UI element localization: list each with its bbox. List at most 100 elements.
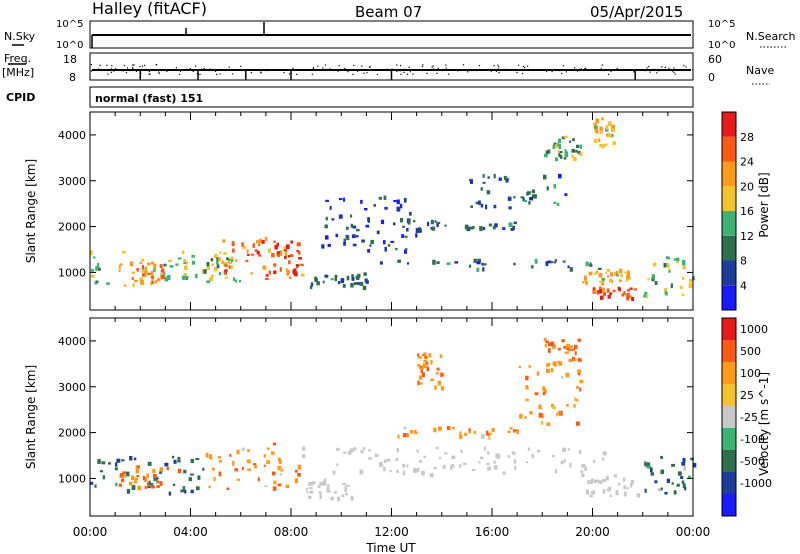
nave-dot: [526, 65, 529, 67]
range-cell: [550, 368, 554, 373]
nave-dot: [403, 71, 405, 73]
range-cell: [166, 275, 171, 280]
nave-dot: [181, 69, 183, 71]
range-cell: [601, 117, 604, 120]
range-cell: [481, 433, 485, 439]
range-cell: [326, 487, 330, 491]
nave-dot: [179, 70, 182, 72]
range-cell: [491, 427, 495, 432]
nave-dot: [366, 72, 368, 74]
range-cell: [495, 453, 499, 458]
range-cell: [232, 277, 236, 281]
y-tick-label: 2000: [58, 221, 86, 234]
range-cell: [564, 351, 569, 354]
range-cell: [561, 375, 564, 379]
range-cell: [294, 470, 298, 473]
range-cell: [210, 457, 213, 460]
colorbar-tick-label: 500: [740, 345, 761, 358]
range-cell: [529, 197, 534, 201]
range-cell: [531, 265, 534, 269]
range-cell: [177, 459, 181, 463]
range-cell: [452, 426, 455, 430]
time-tick-label: 04:00: [173, 525, 208, 539]
range-cell: [627, 288, 631, 292]
range-cell: [602, 451, 607, 456]
range-cell: [546, 368, 550, 373]
range-cell: [545, 340, 549, 344]
nave-dot: [376, 73, 379, 76]
colorbar-tick-label: 8: [740, 255, 747, 268]
range-cell: [396, 199, 400, 205]
colorbar-segment: [722, 318, 736, 340]
range-cell: [216, 260, 219, 265]
range-cell: [258, 254, 262, 257]
range-cell: [433, 467, 437, 470]
range-cell: [673, 491, 677, 494]
range-cell: [429, 473, 434, 478]
range-cell: [219, 251, 222, 254]
range-cell: [322, 280, 325, 284]
range-cell: [543, 174, 547, 180]
range-cell: [522, 197, 525, 202]
range-cell: [600, 295, 603, 300]
range-cell: [141, 270, 145, 273]
colorbar-segment: [722, 384, 736, 406]
range-cell: [525, 398, 529, 402]
range-cell: [566, 346, 570, 351]
range-cell: [369, 244, 372, 247]
range-cell: [459, 431, 462, 436]
range-cell: [469, 264, 472, 268]
range-cell: [643, 294, 646, 298]
range-cell: [147, 485, 151, 489]
range-cell: [430, 378, 435, 381]
range-cell: [477, 200, 481, 205]
range-cell: [326, 489, 331, 493]
range-cell: [131, 277, 134, 280]
range-cell: [626, 487, 629, 490]
nave-dot: [214, 70, 217, 72]
nave-tick-high: 60: [708, 53, 722, 66]
range-cell: [583, 464, 586, 467]
range-cell: [563, 157, 567, 160]
range-cell: [191, 260, 196, 265]
nsearch-tick-high: 10^5: [708, 19, 735, 30]
range-cell: [597, 290, 601, 293]
nave-dot: [115, 68, 117, 70]
range-cell: [676, 483, 680, 487]
range-cell: [347, 450, 352, 455]
range-cell: [594, 125, 598, 130]
velocity-x-ticks: [89, 318, 694, 516]
range-cell: [383, 459, 387, 463]
velocity-ylabel: Slant Range [km]: [24, 365, 38, 469]
range-cell: [593, 479, 598, 484]
range-cell: [160, 275, 165, 280]
range-cell: [671, 482, 674, 485]
range-cell: [293, 271, 298, 277]
range-cell: [418, 228, 422, 233]
range-cell: [507, 455, 511, 458]
nave-dot: [521, 72, 524, 75]
nave-dot: [353, 64, 355, 67]
range-cell: [408, 219, 411, 225]
range-cell: [563, 459, 566, 463]
range-cell: [601, 144, 605, 149]
range-cell: [319, 494, 322, 500]
range-cell: [202, 467, 205, 471]
range-cell: [156, 278, 161, 282]
range-cell: [567, 346, 572, 352]
range-cell: [318, 491, 322, 494]
range-cell: [273, 263, 277, 267]
range-cell: [183, 469, 187, 474]
range-cell: [245, 259, 249, 263]
nave-dot: [607, 73, 610, 75]
range-cell: [159, 481, 163, 486]
range-cell: [229, 454, 232, 457]
range-cell: [626, 295, 630, 299]
range-cell: [352, 243, 357, 247]
range-cell: [363, 446, 366, 450]
range-cell: [536, 371, 540, 376]
range-cell: [263, 454, 266, 458]
range-cell: [615, 490, 619, 496]
nave-dot: [312, 67, 315, 69]
nave-dot: [337, 70, 339, 72]
